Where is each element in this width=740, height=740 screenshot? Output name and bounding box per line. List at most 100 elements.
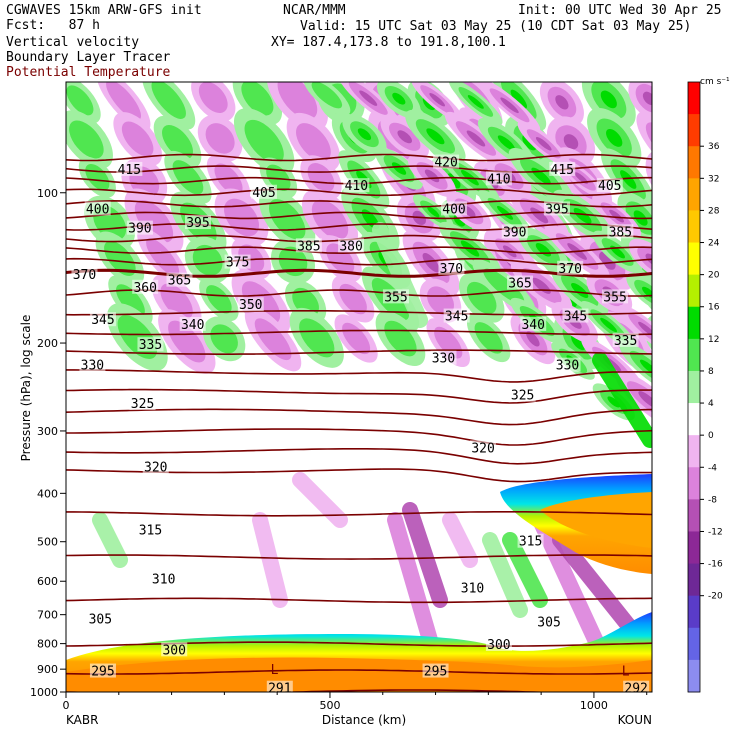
theta-label: 395 [186,216,209,231]
theta-contour [66,669,652,675]
theta-label-box [422,663,449,678]
plot-frame [65,81,653,693]
theta-label-box [382,289,409,304]
theta-label-box [441,201,468,216]
updraft-cell [466,281,497,315]
theta-contour [66,153,652,162]
x-tick-label: 1000 [580,699,608,712]
theta-label: 360 [133,281,156,296]
y-tick-label: 400 [37,487,58,500]
updraft-cell [69,120,104,159]
colorbar-tick-label: 20 [708,271,720,281]
theta-label: 385 [297,239,320,254]
downdraft-cell [653,131,674,154]
updraft-cell [244,119,284,164]
colorbar-swatch [688,467,700,500]
updraft-cell [206,285,232,314]
theta-contour [66,310,652,316]
downdraft-cell [277,82,318,120]
theta-label-box [602,289,629,304]
theta-label: 390 [503,225,526,240]
updraft-cell [725,380,740,434]
theta-contour [66,554,652,560]
wave-streak [502,532,548,608]
downdraft-cell [427,286,455,315]
downdraft-cell [642,91,652,105]
low-marker: L [271,663,279,678]
updraft-cell [600,317,617,333]
theta-label: 400 [86,202,109,217]
downdraft-cell [121,121,154,157]
theta-label-box [485,171,512,186]
theta-label: 415 [118,163,141,178]
x-tick-label: 500 [319,699,340,712]
theta-label: 385 [609,225,632,240]
theta-label: 320 [471,441,494,456]
theta-label: 330 [556,359,579,374]
updraft-cell [497,135,515,151]
theta-label-box [179,316,206,331]
theta-label: 310 [152,572,175,587]
theta-label-box [596,178,623,193]
y-tick-label: 1000 [30,686,58,699]
colorbar-swatch [688,114,700,147]
updraft-cell [620,170,637,189]
colorbar-swatch [688,499,700,532]
colorbar-swatch [688,659,700,693]
updraft-cell [241,82,274,116]
colorbar-tick-label: -12 [708,527,723,537]
theta-label-box [126,220,153,235]
wave-streak [442,512,478,568]
y-tick-label: 100 [37,187,58,200]
theta-label: 300 [487,638,510,653]
colorbar-tick-label: 24 [708,239,720,249]
theta-label-box [116,161,143,176]
updraft-cell [162,124,193,160]
theta-contour [66,289,652,297]
theta-label-box [507,275,534,290]
theta-contour [66,689,561,692]
theta-label: 405 [598,179,621,194]
theta-label-box [89,663,116,678]
colorbar-tick-label: 28 [708,206,720,216]
theta-contour [66,408,652,426]
updraft-cell [426,128,445,145]
downdraft-cell [307,163,335,192]
updraft-cell [467,95,484,109]
theta-label: 375 [226,256,249,271]
colorbar-tick-label: 0 [708,431,714,441]
downdraft-cell [205,123,235,154]
valid-time: Valid: 15 UTC Sat 03 May 25 (10 CDT Sat … [300,19,692,34]
downdraft-cell [530,207,549,224]
forecast-hour: Fcst: 87 h [6,18,100,33]
updraft-cell [573,207,592,224]
updraft-cell [392,92,406,105]
theta-label-box [338,238,365,253]
downdraft-cell [698,309,740,352]
colorbar-swatch [688,563,700,597]
theta-label: 370 [440,262,463,277]
downdraft-cell [424,169,440,183]
updraft-cell [384,320,417,357]
theta-contour [66,369,652,383]
downdraft-cell [146,238,180,277]
theta-label: 345 [564,310,587,325]
theta-label-box [433,154,460,169]
theta-label: 315 [139,524,162,539]
theta-label-box [509,387,536,402]
theta-label: 291 [268,682,291,697]
downdraft-cell [659,346,709,392]
theta-label-box [549,161,576,176]
colorbar-tick-label: -20 [708,592,723,602]
updraft-cell [639,359,652,375]
theta-contour [66,511,652,517]
low-marker: L [622,664,630,679]
theta-label: 410 [487,172,510,187]
theta-label-box [142,459,169,474]
theta-label-box [430,350,457,365]
theta-label: 400 [442,202,465,217]
theta-label-box [161,642,188,657]
section-endpoints: XY= 187.4,173.8 to 191.8,100.1 [271,35,506,50]
colorbar-swatch [688,210,700,244]
theta-label: 390 [128,222,151,237]
